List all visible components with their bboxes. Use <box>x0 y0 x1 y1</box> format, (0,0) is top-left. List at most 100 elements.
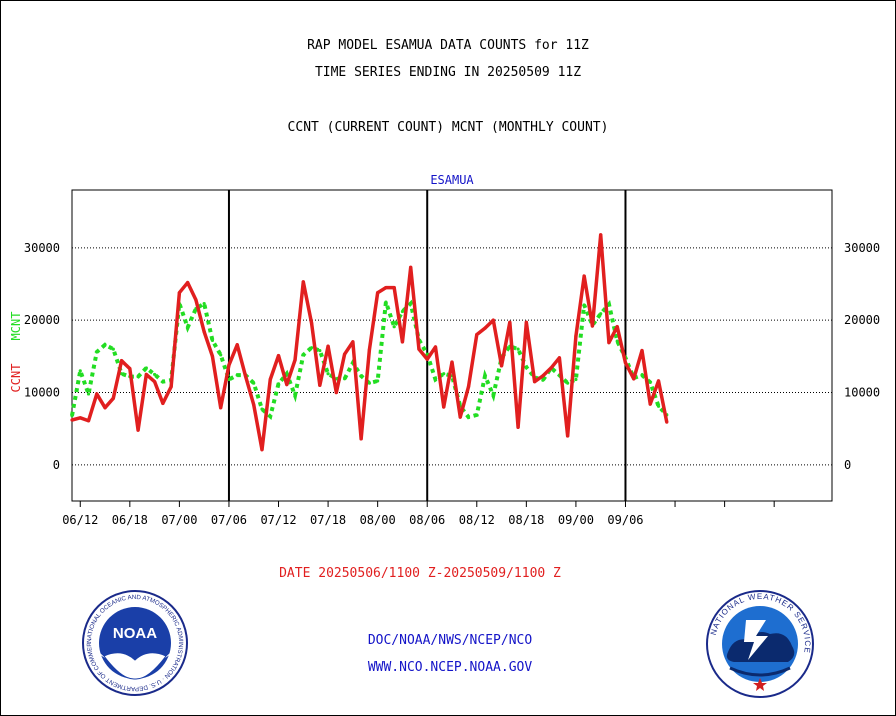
data-point-mcnt <box>161 380 165 384</box>
data-point-mcnt <box>227 377 231 382</box>
data-point-mcnt <box>599 312 603 316</box>
data-point-ccnt <box>235 343 239 347</box>
y-tick-label-right: 20000 <box>844 313 880 327</box>
data-point-ccnt <box>243 374 248 378</box>
data-point-mcnt <box>607 302 611 306</box>
data-point-ccnt <box>516 425 520 429</box>
data-point-ccnt <box>276 354 281 358</box>
data-point-mcnt <box>359 374 363 378</box>
data-point-ccnt <box>334 390 338 395</box>
data-point-ccnt <box>557 356 561 360</box>
data-point-ccnt <box>326 344 330 348</box>
data-point-mcnt <box>219 353 223 357</box>
data-point-mcnt <box>202 301 206 306</box>
data-point-mcnt <box>541 378 545 382</box>
data-point-ccnt <box>417 347 421 351</box>
data-point-ccnt <box>219 406 223 410</box>
data-point-ccnt <box>318 383 322 387</box>
data-point-mcnt <box>491 393 495 398</box>
data-point-ccnt <box>656 379 661 383</box>
data-point-mcnt <box>656 404 661 408</box>
y-tick-label-left: 0 <box>53 458 60 472</box>
data-point-mcnt <box>210 338 215 343</box>
series-line-ccnt <box>71 233 669 452</box>
data-point-ccnt <box>359 437 363 441</box>
data-point-ccnt <box>177 291 181 295</box>
y-tick-label-right: 10000 <box>844 386 880 400</box>
data-point-ccnt <box>483 326 487 330</box>
data-point-mcnt <box>95 350 99 354</box>
data-point-mcnt <box>309 346 314 350</box>
data-point-mcnt <box>153 372 157 377</box>
data-point-ccnt <box>78 416 82 420</box>
data-point-mcnt <box>483 374 487 378</box>
x-tick-label: 06/12 <box>62 513 98 527</box>
data-point-ccnt <box>86 419 91 423</box>
x-tick-label: 09/06 <box>607 513 643 527</box>
data-point-ccnt <box>475 333 479 337</box>
x-tick-label: 08/18 <box>508 513 544 527</box>
data-point-ccnt <box>301 280 305 284</box>
noaa-logo: NOAA NATIONAL OCEANIC AND ATMOSPHERIC AD… <box>82 590 188 696</box>
data-point-ccnt <box>227 363 231 367</box>
data-point-ccnt <box>582 274 586 278</box>
data-point-ccnt <box>268 377 272 382</box>
data-point-ccnt <box>590 324 595 328</box>
data-point-mcnt <box>136 375 140 379</box>
data-point-mcnt <box>285 372 289 376</box>
data-point-mcnt <box>78 369 82 373</box>
data-point-ccnt <box>367 348 371 352</box>
website-label: WWW.NCO.NCEP.NOAA.GOV <box>367 660 533 675</box>
data-point-ccnt <box>409 265 413 269</box>
data-point-mcnt <box>433 377 438 382</box>
y-tick-label-right: 0 <box>844 458 851 472</box>
data-point-ccnt <box>623 361 628 365</box>
data-point-mcnt <box>400 309 405 314</box>
data-point-mcnt <box>566 381 570 385</box>
y-tick-label-left: 20000 <box>24 313 60 327</box>
data-point-ccnt <box>499 364 504 368</box>
data-point-mcnt <box>384 300 388 304</box>
data-point-ccnt <box>128 367 132 371</box>
data-point-mcnt <box>442 372 446 376</box>
nws-logo: NATIONAL WEATHER SERVICE <box>706 590 814 698</box>
data-point-ccnt <box>425 357 429 361</box>
x-tick-label: 08/12 <box>459 513 495 527</box>
data-point-ccnt <box>70 418 74 422</box>
data-point-mcnt <box>409 301 413 306</box>
y-tick-label-right: 30000 <box>844 241 880 255</box>
data-point-ccnt <box>442 405 446 409</box>
data-point-ccnt <box>252 403 256 407</box>
y-tick-label-left: 30000 <box>24 241 60 255</box>
data-point-ccnt <box>119 359 124 363</box>
data-point-ccnt <box>541 374 545 378</box>
x-tick-label: 07/18 <box>310 513 346 527</box>
data-point-ccnt <box>566 434 570 438</box>
org-path-label: DOC/NOAA/NWS/NCEP/NCO <box>367 633 533 648</box>
data-point-ccnt <box>491 318 495 322</box>
plot-border <box>71 189 833 502</box>
data-point-mcnt <box>466 415 471 419</box>
data-point-mcnt <box>376 379 380 383</box>
data-point-ccnt <box>202 330 206 334</box>
data-point-ccnt <box>533 380 537 384</box>
date-range-label: DATE 20250506/1100 Z-20250509/1100 Z <box>279 566 561 581</box>
data-point-mcnt <box>301 353 305 357</box>
data-point-ccnt <box>632 377 636 381</box>
data-point-ccnt <box>648 402 652 406</box>
data-point-mcnt <box>144 366 148 370</box>
data-point-mcnt <box>475 413 479 417</box>
noaa-logo-text: NOAA <box>113 625 157 642</box>
data-point-ccnt <box>210 354 215 358</box>
data-point-mcnt <box>186 325 190 330</box>
data-point-ccnt <box>665 420 669 424</box>
data-point-ccnt <box>343 352 347 356</box>
data-point-mcnt <box>103 343 107 347</box>
data-point-mcnt <box>367 381 371 385</box>
data-point-mcnt <box>119 372 124 376</box>
data-point-mcnt <box>343 377 347 381</box>
x-tick-label: 07/06 <box>211 513 247 527</box>
data-point-ccnt <box>400 340 405 344</box>
data-point-ccnt <box>153 380 157 384</box>
data-point-mcnt <box>524 365 528 369</box>
